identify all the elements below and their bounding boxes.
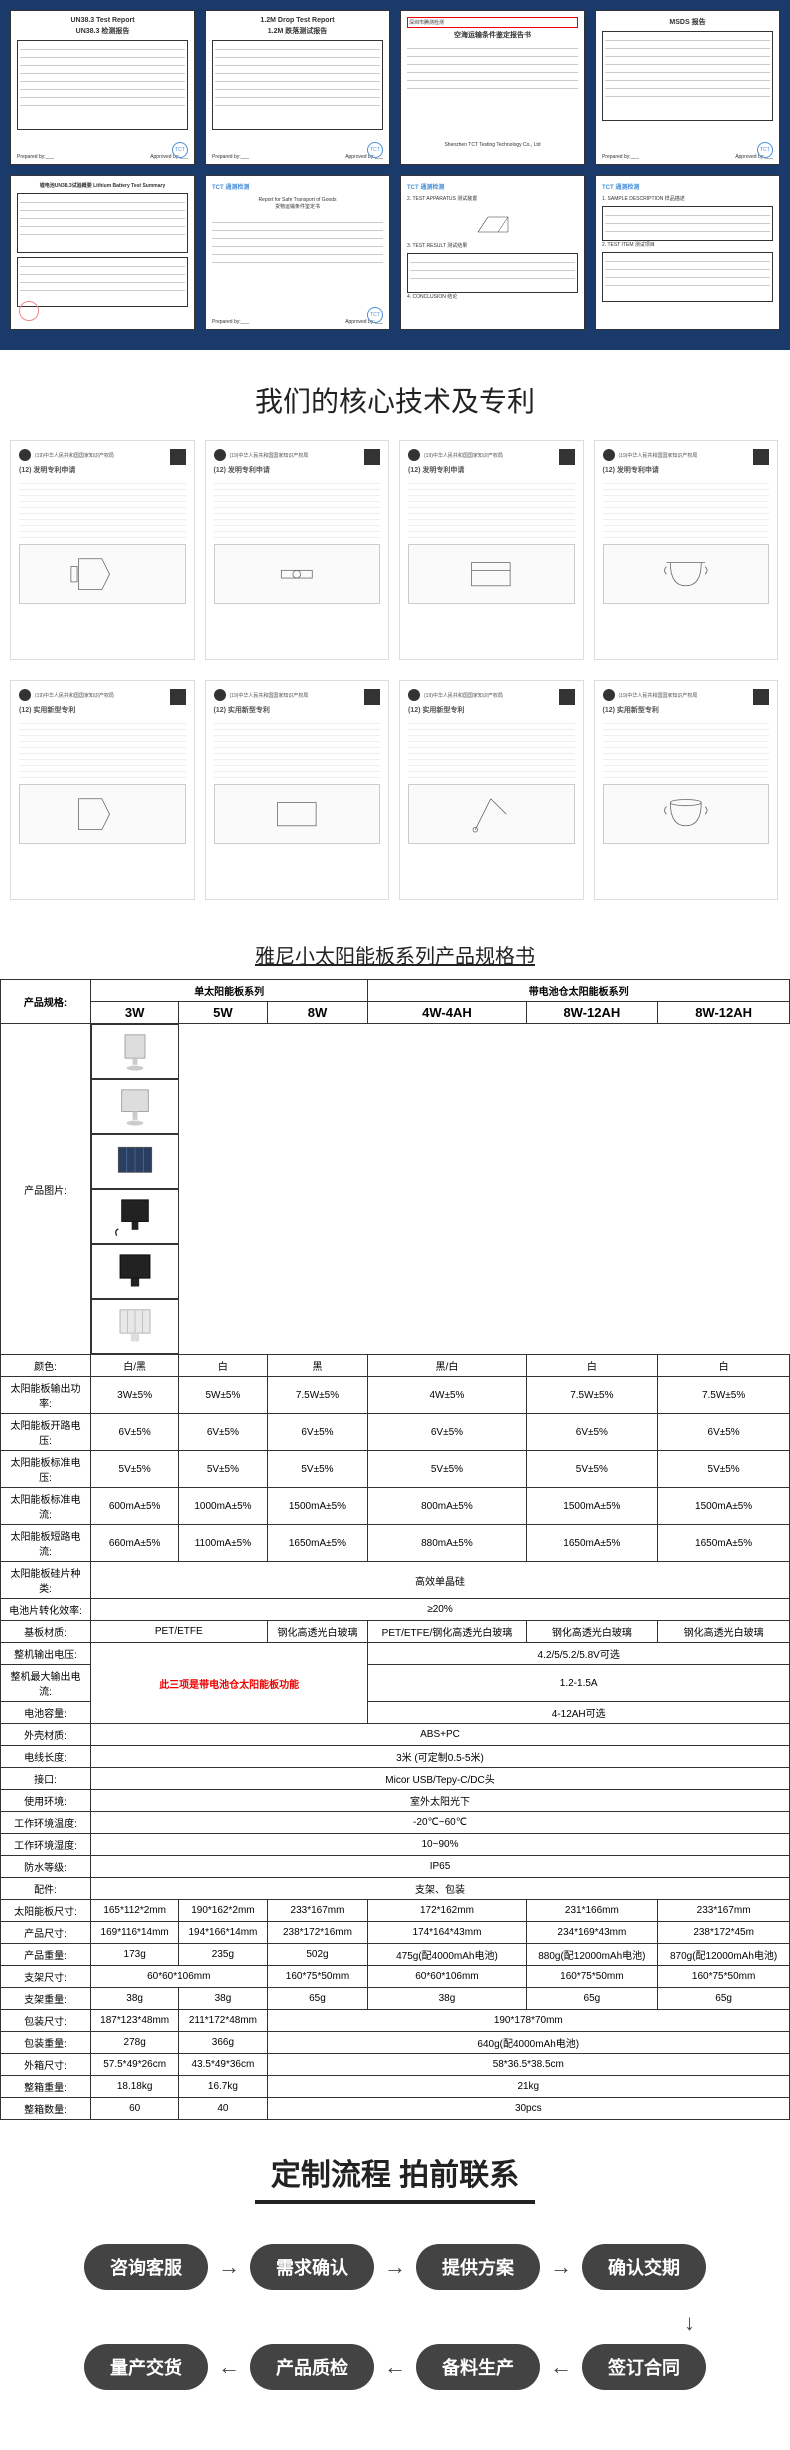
arrow-left-icon: ← xyxy=(218,2354,240,2380)
patent-doc: (19)中华人民共和国国家知识产权局(12) 实用新型专利 xyxy=(205,680,390,900)
spec-table: 产品规格: 单太阳能板系列 带电池仓太阳能板系列 3W5W8W4W-4AH8W-… xyxy=(0,979,790,2120)
patent-doc: (19)中华人民共和国国家知识产权局(12) 实用新型专利 xyxy=(10,680,195,900)
cert-title: UN38.3 Test Report xyxy=(17,17,188,24)
cert-doc: TCT 通测检测 Report for Safe Transport of Go… xyxy=(205,175,390,330)
process-step: 备料生产 xyxy=(416,2344,540,2390)
arrow-left-icon: ← xyxy=(550,2354,572,2380)
patent-row-2: (19)中华人民共和国国家知识产权局(12) 实用新型专利 (19)中华人民共和… xyxy=(0,680,790,920)
process-step: 需求确认 xyxy=(250,2244,374,2290)
process-step: 量产交货 xyxy=(84,2344,208,2390)
cert-doc: 深圳市腾测检测 空海运输条件鉴定报告书 Shenzhen TCT Testing… xyxy=(400,10,585,165)
cert-subtitle: 空海运输条件鉴定报告书 xyxy=(407,30,578,40)
process-step: 咨询客服 xyxy=(84,2244,208,2290)
cert-title: 1.2M Drop Test Report xyxy=(212,17,383,24)
cert-doc: TCT 通测检测 1. SAMPLE DESCRIPTION 样品描述 2. T… xyxy=(595,175,780,330)
patent-doc: (19)中华人民共和国国家知识产权局(12) 发明专利申请 xyxy=(205,440,390,660)
process-section: 定制流程 拍前联系 咨询客服 → 需求确认 → 提供方案 → 确认交期 ↓ 量产… xyxy=(0,2120,790,2450)
process-step: 签订合同 xyxy=(582,2344,706,2390)
cert-doc: UN38.3 Test Report UN38.3 检测报告 Prepared … xyxy=(10,10,195,165)
process-step: 提供方案 xyxy=(416,2244,540,2290)
patent-doc: (19)中华人民共和国国家知识产权局(12) 实用新型专利 xyxy=(594,680,779,900)
patent-section-title: 我们的核心技术及专利 xyxy=(0,350,790,440)
arrow-right-icon: → xyxy=(384,2254,406,2280)
cert-row-1: UN38.3 Test Report UN38.3 检测报告 Prepared … xyxy=(10,10,780,165)
process-title: 定制流程 拍前联系 xyxy=(255,2150,535,2204)
spec-section: 雅尼小太阳能板系列产品规格书 产品规格: 单太阳能板系列 带电池仓太阳能板系列 … xyxy=(0,920,790,2120)
cert-doc: 1.2M Drop Test Report 1.2M 跌落测试报告 Prepar… xyxy=(205,10,390,165)
patent-row-1: (19)中华人民共和国国家知识产权局(12) 发明专利申请 (19)中华人民共和… xyxy=(0,440,790,680)
process-step: 确认交期 xyxy=(582,2244,706,2290)
cert-row-2: 锂电池UN38.3试验概要 Lithium Battery Test Summa… xyxy=(10,175,780,330)
process-step: 产品质检 xyxy=(250,2344,374,2390)
cert-doc: 锂电池UN38.3试验概要 Lithium Battery Test Summa… xyxy=(10,175,195,330)
patent-doc: (19)中华人民共和国国家知识产权局(12) 发明专利申请 xyxy=(399,440,584,660)
patent-section: 我们的核心技术及专利 (19)中华人民共和国国家知识产权局(12) 发明专利申请… xyxy=(0,350,790,920)
cert-title: MSDS 报告 xyxy=(602,17,773,27)
cert-subtitle: 1.2M 跌落测试报告 xyxy=(212,26,383,36)
arrow-right-icon: → xyxy=(550,2254,572,2280)
cert-subtitle: UN38.3 检测报告 xyxy=(17,26,188,36)
patent-doc: (19)中华人民共和国国家知识产权局(12) 实用新型专利 xyxy=(399,680,584,900)
arrow-left-icon: ← xyxy=(384,2354,406,2380)
cert-doc: TCT 通测检测 2. TEST APPARATUS 测试装置 3. TEST … xyxy=(400,175,585,330)
patent-doc: (19)中华人民共和国国家知识产权局(12) 发明专利申请 xyxy=(10,440,195,660)
cert-doc: MSDS 报告 Prepared by:___Approved by:___ T… xyxy=(595,10,780,165)
patent-doc: (19)中华人民共和国国家知识产权局(12) 发明专利申请 xyxy=(594,440,779,660)
spec-title: 雅尼小太阳能板系列产品规格书 xyxy=(0,920,790,979)
process-row-2: 量产交货 ← 产品质检 ← 备料生产 ← 签订合同 xyxy=(20,2344,770,2390)
process-row-1: 咨询客服 → 需求确认 → 提供方案 → 确认交期 xyxy=(20,2244,770,2290)
certificates-section: UN38.3 Test Report UN38.3 检测报告 Prepared … xyxy=(0,0,790,350)
arrow-down-icon: ↓ xyxy=(684,2310,695,2335)
arrow-right-icon: → xyxy=(218,2254,240,2280)
